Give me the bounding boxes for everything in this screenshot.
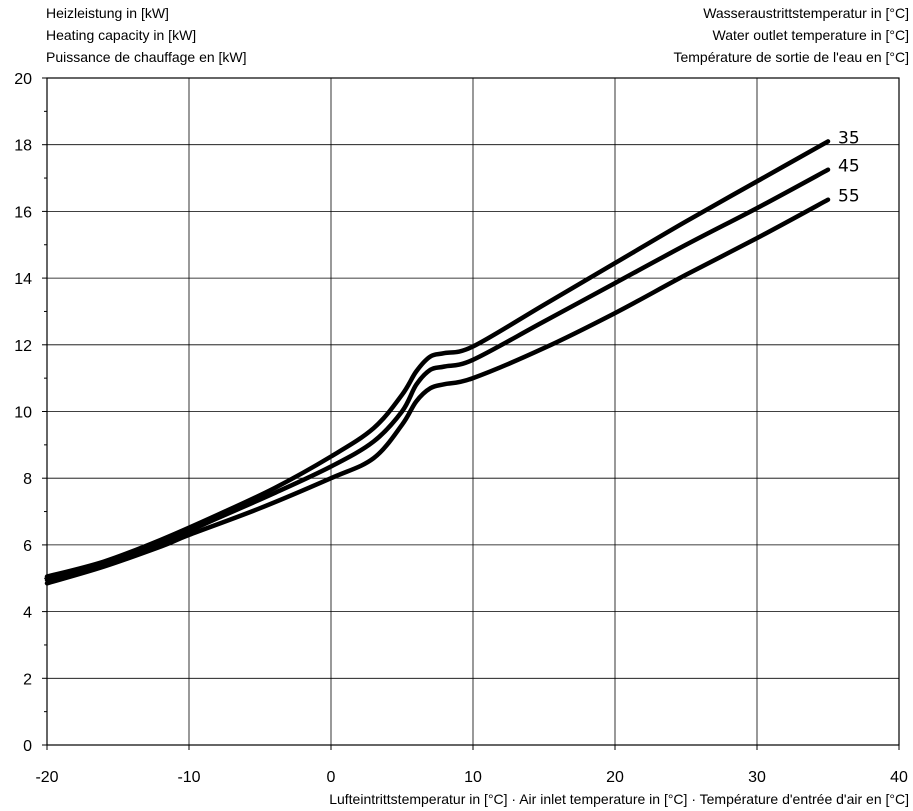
series-line-35 bbox=[44, 139, 831, 579]
series-line-45 bbox=[44, 167, 831, 583]
x-tick-label: 10 bbox=[464, 769, 482, 786]
plot-frame bbox=[46, 77, 900, 746]
x-tick-label: 40 bbox=[890, 769, 908, 786]
y-tick-label: 4 bbox=[23, 605, 32, 622]
y-tick-label: 20 bbox=[14, 71, 32, 88]
legend-title-fr: Température de sortie de l'eau en [°C] bbox=[673, 49, 909, 65]
legend-title-en: Water outlet temperature in [°C] bbox=[712, 27, 910, 43]
series-label-35: 35 bbox=[838, 128, 860, 148]
y-tick-label: 10 bbox=[14, 405, 32, 422]
y-tick-label: 16 bbox=[14, 204, 32, 221]
x-axis-title: Lufteintrittstemperatur in [°C] · Air in… bbox=[329, 791, 909, 807]
y-tick-label: 2 bbox=[23, 671, 32, 688]
y-tick-label: 14 bbox=[14, 271, 32, 288]
x-tick-label: 20 bbox=[606, 769, 624, 786]
y-axis-title-de: Heizleistung in [kW] bbox=[46, 5, 169, 21]
x-tick-label: 0 bbox=[327, 769, 336, 786]
legend-title: Wasseraustrittstemperatur in [°C] Water … bbox=[673, 5, 909, 71]
y-tick-label: 18 bbox=[14, 138, 32, 155]
series-line-55 bbox=[44, 197, 831, 586]
y-tick-label: 6 bbox=[23, 538, 32, 555]
series-label-45: 45 bbox=[838, 157, 860, 177]
x-tick-label: -10 bbox=[177, 769, 200, 786]
y-axis-title-en: Heating capacity in [kW] bbox=[46, 27, 197, 43]
y-axis-title: Heizleistung in [kW] Heating capacity in… bbox=[46, 5, 247, 71]
y-tick-label: 0 bbox=[23, 738, 32, 755]
y-axis-title-fr: Puissance de chauffage en [kW] bbox=[46, 49, 247, 65]
y-tick-label: 8 bbox=[23, 471, 32, 488]
x-tick-label: 30 bbox=[748, 769, 766, 786]
y-tick-label: 12 bbox=[14, 338, 32, 355]
series-label-55: 55 bbox=[838, 187, 860, 207]
x-tick-label: -20 bbox=[35, 769, 58, 786]
legend-title-de: Wasseraustrittstemperatur in [°C] bbox=[703, 5, 909, 21]
